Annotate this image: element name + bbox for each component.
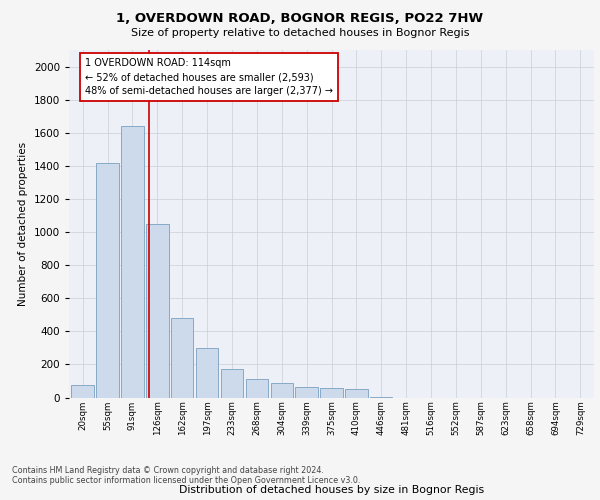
Bar: [271, 384, 293, 398]
Bar: [295, 386, 318, 398]
Bar: [121, 126, 143, 398]
Bar: [97, 162, 119, 398]
Bar: [71, 385, 94, 398]
Text: 1 OVERDOWN ROAD: 114sqm
← 52% of detached houses are smaller (2,593)
48% of semi: 1 OVERDOWN ROAD: 114sqm ← 52% of detache…: [85, 58, 332, 96]
X-axis label: Distribution of detached houses by size in Bognor Regis: Distribution of detached houses by size …: [179, 485, 484, 495]
Text: Size of property relative to detached houses in Bognor Regis: Size of property relative to detached ho…: [131, 28, 469, 38]
Bar: [196, 348, 218, 398]
Bar: [221, 368, 243, 398]
Text: 1, OVERDOWN ROAD, BOGNOR REGIS, PO22 7HW: 1, OVERDOWN ROAD, BOGNOR REGIS, PO22 7HW: [116, 12, 484, 26]
Bar: [370, 396, 392, 398]
Text: Contains HM Land Registry data © Crown copyright and database right 2024.
Contai: Contains HM Land Registry data © Crown c…: [12, 466, 361, 485]
Bar: [171, 318, 193, 398]
Bar: [345, 389, 368, 398]
Bar: [320, 388, 343, 398]
Y-axis label: Number of detached properties: Number of detached properties: [18, 142, 28, 306]
Bar: [146, 224, 169, 398]
Bar: [245, 380, 268, 398]
